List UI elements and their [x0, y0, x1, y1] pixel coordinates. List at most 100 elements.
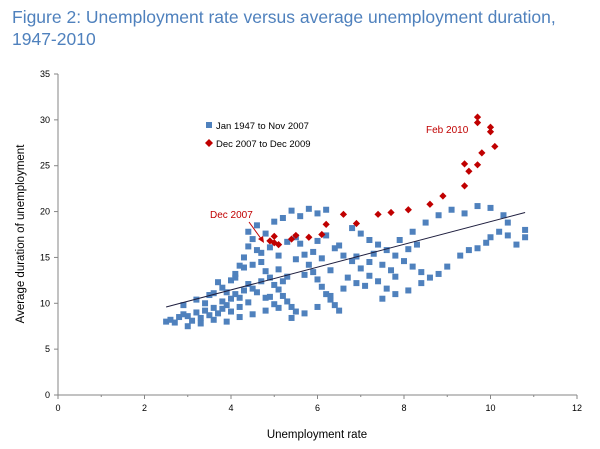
data-point-square — [392, 252, 399, 259]
data-point-square — [210, 304, 217, 311]
data-point-square — [245, 299, 252, 306]
data-point-square — [465, 247, 472, 254]
data-point-square — [275, 286, 282, 293]
annotation-dec-2007-arrowhead — [258, 236, 264, 243]
legend-marker-series-2 — [205, 139, 213, 147]
x-tick-label: 6 — [315, 403, 320, 413]
data-point-square — [461, 210, 468, 217]
data-point-square — [271, 218, 278, 225]
data-point-square — [240, 287, 247, 294]
data-point-square — [448, 206, 455, 213]
data-point-square — [375, 241, 382, 248]
data-point-square — [504, 232, 511, 239]
data-point-square — [184, 323, 191, 330]
legend-label-series-2: Dec 2007 to Dec 2009 — [216, 139, 311, 150]
data-point-square — [219, 298, 226, 305]
annotation-feb-2010: Feb 2010 — [426, 125, 469, 136]
data-point-square — [336, 242, 343, 249]
data-point-diamond — [465, 167, 473, 175]
data-point-square — [392, 291, 399, 298]
data-point-square — [171, 319, 178, 326]
data-point-square — [262, 307, 269, 314]
data-point-square — [279, 278, 286, 285]
legend-marker-series-1 — [206, 122, 212, 128]
figure-title: Figure 2: Unemployment rate versus avera… — [12, 7, 556, 49]
data-point-square — [275, 266, 282, 273]
trend-line — [165, 212, 526, 308]
x-tick-label: 4 — [228, 403, 233, 413]
data-point-square — [409, 228, 416, 235]
data-point-square — [323, 206, 330, 213]
data-point-square — [323, 232, 330, 239]
data-point-square — [401, 258, 407, 265]
data-point-square — [249, 261, 256, 268]
data-point-square — [418, 280, 425, 287]
data-point-diamond — [318, 230, 326, 239]
annotation-dec-2007-arrow — [248, 221, 263, 241]
data-point-square — [435, 212, 442, 219]
data-point-diamond — [460, 160, 469, 168]
data-point-square — [379, 295, 386, 302]
data-point-square — [327, 292, 334, 299]
data-point-diamond — [387, 208, 395, 217]
data-point-square — [232, 291, 239, 298]
y-tick-label: 15 — [40, 252, 50, 262]
data-point-square — [275, 252, 282, 259]
data-point-diamond — [287, 235, 296, 243]
legend: Jan 1947 to Nov 2007 Dec 2007 to Dec 200… — [205, 121, 311, 150]
series-dec2007-dec2009 — [266, 113, 499, 249]
data-point-square — [292, 256, 299, 263]
data-point-square — [336, 307, 343, 314]
data-point-square — [249, 236, 256, 243]
data-point-square — [379, 261, 386, 268]
data-point-square — [210, 290, 217, 297]
y-axis-title: Average duration of unemployment — [15, 144, 27, 324]
data-point-square — [288, 303, 295, 310]
y-tick-label: 10 — [40, 298, 50, 308]
legend-label-series-1: Jan 1947 to Nov 2007 — [216, 121, 309, 132]
data-point-diamond — [426, 200, 434, 208]
data-point-square — [202, 300, 209, 307]
data-point-square — [353, 280, 360, 287]
data-point-square — [258, 278, 265, 285]
data-point-square — [240, 264, 247, 271]
data-point-square — [215, 279, 222, 286]
data-point-square — [223, 302, 230, 309]
x-tick-label: 2 — [142, 403, 147, 413]
data-point-square — [197, 320, 204, 327]
data-point-square — [266, 293, 273, 300]
data-point-square — [318, 283, 325, 290]
data-point-square — [219, 305, 226, 312]
data-point-square — [202, 307, 209, 314]
data-point-square — [284, 238, 291, 245]
data-point-diamond — [486, 123, 495, 131]
data-point-square — [314, 210, 321, 217]
data-point-square — [228, 277, 234, 284]
data-point-square — [310, 248, 317, 255]
data-point-square — [504, 219, 511, 226]
data-point-square — [426, 274, 433, 281]
data-point-square — [383, 285, 390, 292]
data-point-square — [297, 240, 304, 247]
data-point-square — [193, 309, 200, 316]
data-point-square — [210, 316, 217, 323]
data-point-square — [236, 303, 243, 310]
data-point-square — [279, 292, 286, 299]
data-point-square — [305, 261, 312, 268]
x-tick-label: 10 — [485, 403, 495, 413]
data-point-square — [292, 308, 299, 315]
data-point-square — [193, 296, 200, 303]
data-point-square — [340, 285, 347, 292]
data-point-square — [349, 258, 356, 265]
data-point-diamond — [374, 210, 382, 218]
data-point-square — [301, 310, 308, 317]
data-point-square — [232, 270, 239, 277]
data-point-square — [314, 303, 321, 310]
data-point-square — [500, 212, 507, 219]
data-point-square — [301, 251, 308, 258]
data-point-square — [513, 241, 520, 248]
series-jan1947-nov2007 — [163, 203, 529, 330]
data-point-square — [474, 203, 481, 210]
y-ticks: 0 5 10 15 20 25 30 35 — [40, 69, 58, 400]
